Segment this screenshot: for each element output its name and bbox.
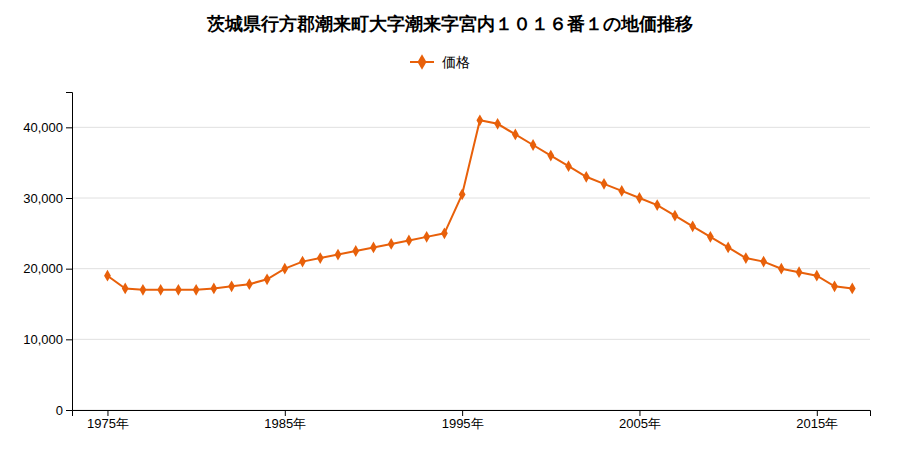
tick: 2015年 xyxy=(796,410,838,431)
axis-line xyxy=(73,411,871,417)
title: 茨城県行方郡潮来町大字潮来字宮内１０１６番１の地価推移 xyxy=(206,13,693,34)
tick-label: 0 xyxy=(56,403,63,418)
tick-label: 1995年 xyxy=(442,416,484,431)
grid xyxy=(72,127,870,410)
marker xyxy=(423,231,430,243)
tick: 1985年 xyxy=(264,410,306,431)
tick-label: 2005年 xyxy=(619,416,661,431)
marker xyxy=(476,114,483,126)
marker xyxy=(228,280,235,292)
marker xyxy=(583,171,590,183)
marker xyxy=(601,178,608,190)
marker xyxy=(849,283,856,295)
grid-line xyxy=(72,339,870,340)
marker xyxy=(459,189,466,201)
marker xyxy=(689,220,696,232)
marker xyxy=(494,118,501,130)
tick-mark xyxy=(66,410,72,411)
marker xyxy=(193,284,200,296)
tick-label: 10,000 xyxy=(23,332,63,347)
tick-label: 2015年 xyxy=(796,416,838,431)
tick: 20,000 xyxy=(23,261,72,276)
tick-mark xyxy=(817,410,818,416)
y-axis: 0 10,000 20,000 30,000 40,000 xyxy=(23,93,72,418)
tick: 30,000 xyxy=(23,191,72,206)
tick-mark xyxy=(66,127,72,128)
marker xyxy=(246,278,253,290)
grid-line xyxy=(72,127,870,128)
marker xyxy=(760,256,767,268)
axis-line xyxy=(66,93,73,411)
tick: 10,000 xyxy=(23,332,72,347)
marker xyxy=(530,139,537,151)
legend-label: 価格 xyxy=(442,54,470,70)
marker xyxy=(654,199,661,211)
marker xyxy=(742,252,749,264)
legend-marker xyxy=(418,54,427,70)
tick-mark xyxy=(639,410,640,416)
marker xyxy=(778,263,785,275)
marker xyxy=(813,270,820,282)
marker xyxy=(352,245,359,257)
marker xyxy=(388,238,395,250)
marker xyxy=(512,129,519,141)
chart: 茨城県行方郡潮来町大字潮来字宮内１０１６番１の地価推移 1975年 1985年 199… xyxy=(0,0,900,450)
marker xyxy=(707,231,714,243)
marker xyxy=(335,249,342,261)
marks xyxy=(104,114,856,295)
marker xyxy=(157,284,164,296)
tick: 40,000 xyxy=(23,120,72,135)
tick-label: 20,000 xyxy=(23,261,63,276)
marker xyxy=(725,242,732,254)
tick-label: 1975年 xyxy=(87,416,129,431)
marker xyxy=(618,185,625,197)
marker xyxy=(175,284,182,296)
x-axis: 1975年 1985年 1995年 2005年 2015年 xyxy=(73,410,871,431)
marker xyxy=(299,256,306,268)
tick-label: 40,000 xyxy=(23,120,63,135)
tick-mark xyxy=(462,410,463,416)
marker xyxy=(672,210,679,222)
line xyxy=(107,120,852,290)
marker xyxy=(281,263,288,275)
tick: 0 xyxy=(56,403,72,418)
grid-line xyxy=(72,268,870,269)
marker xyxy=(636,192,643,204)
legend-item: 価格 xyxy=(410,54,470,70)
tick-mark xyxy=(66,198,72,199)
plot-area: 1975年 1985年 1995年 2005年 2015年 0 10,000 20,000 30… xyxy=(23,93,870,432)
marker xyxy=(370,242,377,254)
tick-mark xyxy=(66,269,72,270)
marker xyxy=(406,235,413,247)
marker xyxy=(565,160,572,172)
tick-label: 1985年 xyxy=(264,416,306,431)
tick-mark xyxy=(285,410,286,416)
marker xyxy=(441,227,448,239)
marker xyxy=(104,270,111,282)
tick: 2005年 xyxy=(619,410,661,431)
marker xyxy=(317,252,324,264)
marker xyxy=(264,273,271,285)
marker xyxy=(140,284,147,296)
tick: 1995年 xyxy=(442,410,484,431)
grid-line xyxy=(72,198,870,199)
legend: 価格 xyxy=(410,54,470,70)
marker xyxy=(122,283,129,295)
marker xyxy=(796,266,803,278)
tick-label: 30,000 xyxy=(23,191,63,206)
tick-mark xyxy=(107,410,108,416)
tick-mark xyxy=(66,339,72,340)
marker xyxy=(831,280,838,292)
marker xyxy=(210,283,217,295)
tick: 1975年 xyxy=(87,410,129,431)
marker xyxy=(547,150,554,162)
